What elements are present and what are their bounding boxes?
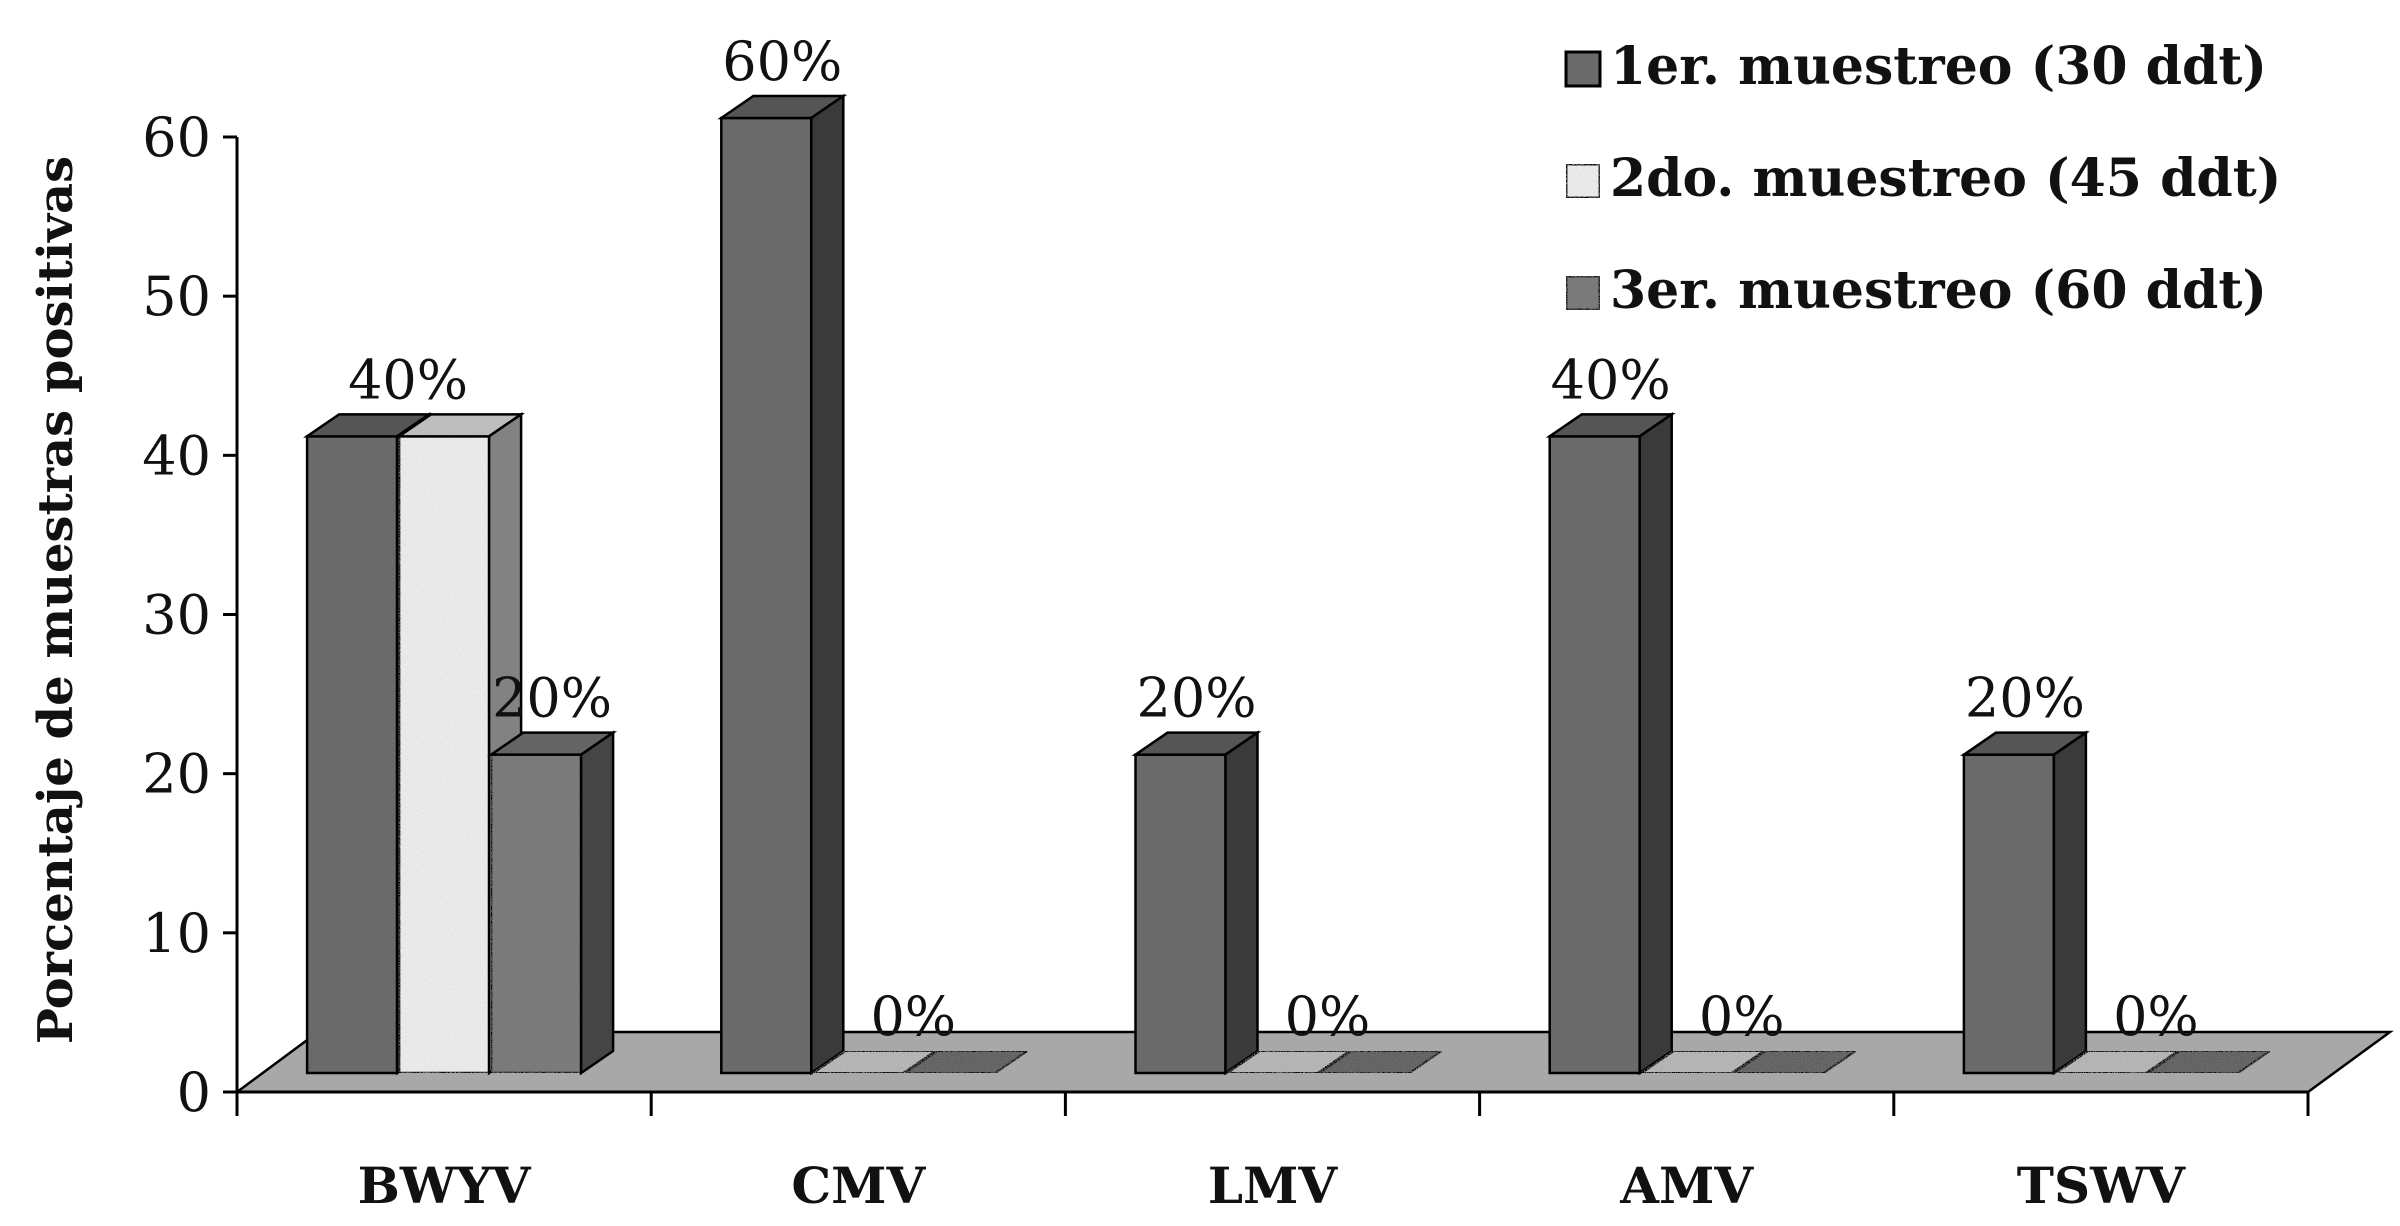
- data-label-lmv: 0%: [1285, 985, 1371, 1048]
- data-label-lmv: 20%: [1136, 667, 1256, 730]
- bar-lmv-s3: [1316, 1050, 1445, 1074]
- bar-side-bwyv-s3: [579, 730, 615, 1076]
- bar-bwyv-s2: [397, 435, 491, 1075]
- bar-side-cmv-s1: [810, 93, 845, 1076]
- bar-amv-s2: [1638, 1050, 1767, 1074]
- bars: [303, 93, 2274, 1076]
- data-label-bwyv: 20%: [492, 667, 612, 730]
- legend-item-s3: 3er. muestreo (60 ddt): [1564, 260, 2267, 321]
- legend-label: 1er. muestreo (30 ddt): [1610, 36, 2267, 97]
- bar-amv-s1: [1548, 435, 1641, 1075]
- bar-tswv-s3: [2144, 1050, 2274, 1074]
- legend-item-s1: 1er. muestreo (30 ddt): [1564, 36, 2267, 97]
- data-label-amv: 40%: [1551, 348, 1671, 411]
- y-tick-label: 20: [142, 743, 211, 806]
- bar-group-cmv: [717, 93, 1031, 1076]
- bar-group-amv: [1545, 411, 1859, 1076]
- legend-label: 3er. muestreo (60 ddt): [1610, 260, 2267, 321]
- y-tick-label: 10: [142, 902, 211, 965]
- bar-group-bwyv: [303, 411, 618, 1076]
- bar-bwyv-s3: [489, 753, 583, 1075]
- bar-cmv-s1: [720, 116, 813, 1075]
- x-tick-label-amv: AMV: [1619, 1156, 1754, 1215]
- x-tick-label-tswv: TSWV: [2017, 1156, 2186, 1215]
- legend: 1er. muestreo (30 ddt) 2do. muestreo (45 …: [1564, 36, 2281, 321]
- x-tick-label-lmv: LMV: [1208, 1156, 1339, 1215]
- data-label-tswv: 0%: [2113, 985, 2199, 1048]
- bar-tswv-s2: [2052, 1050, 2182, 1074]
- data-label-tswv: 20%: [1965, 667, 2085, 730]
- bar-side-lmv-s1: [1224, 730, 1259, 1076]
- legend-swatch: [1564, 50, 1602, 88]
- data-labels: 40% 20% 60% 0% 20% 0% 40% 0% 20% 0%: [348, 30, 2199, 1048]
- x-tick-label-cmv: CMV: [791, 1156, 926, 1215]
- x-tick-label-bwyv: BWYV: [358, 1156, 532, 1215]
- legend-swatch: [1564, 162, 1602, 200]
- bar-cmv-s2: [810, 1050, 939, 1074]
- bar-side-amv-s1: [1638, 411, 1673, 1076]
- data-label-cmv: 0%: [870, 985, 956, 1048]
- bar-bwyv-s1: [305, 435, 399, 1075]
- bar-tswv-s1: [1962, 753, 2056, 1075]
- y-tick-label: 50: [142, 265, 211, 328]
- bar-lmv-s2: [1224, 1050, 1353, 1074]
- legend-swatch: [1564, 274, 1602, 312]
- y-axis-label: Porcentaje de muestras positivas: [28, 156, 84, 1044]
- bar-group-lmv: [1131, 730, 1445, 1076]
- data-label-amv: 0%: [1699, 985, 1785, 1048]
- legend-item-s2: 2do. muestreo (45 ddt): [1564, 148, 2281, 209]
- bar-lmv-s1: [1134, 753, 1227, 1075]
- y-tick-label: 60: [142, 106, 211, 169]
- legend-label: 2do. muestreo (45 ddt): [1610, 148, 2281, 209]
- y-tick-label: 40: [142, 424, 211, 487]
- bar-group-tswv: [1959, 730, 2274, 1076]
- y-tick-label: 30: [142, 584, 211, 647]
- bar-cmv-s3: [902, 1050, 1031, 1074]
- bar-side-tswv-s1: [2052, 730, 2088, 1076]
- y-tick-label: 0: [177, 1061, 211, 1124]
- data-label-cmv: 60%: [722, 30, 842, 93]
- axes: 0 10 20 30 40 50 60 BWYV CMV LMV AMV TSWV: [142, 106, 2310, 1215]
- bar-amv-s3: [1730, 1050, 1859, 1074]
- data-label-bwyv: 40%: [348, 348, 468, 411]
